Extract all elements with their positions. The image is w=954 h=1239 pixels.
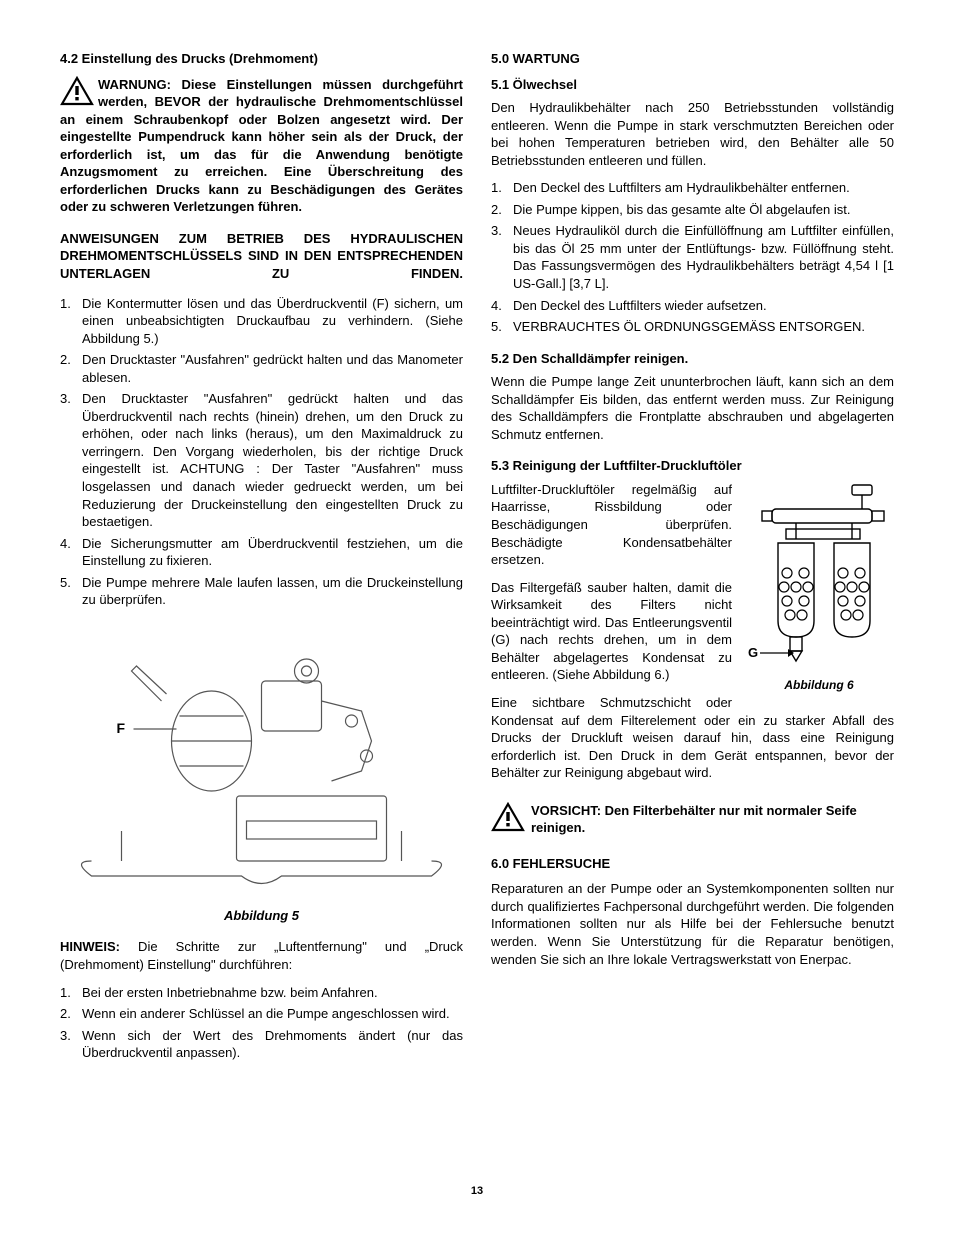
list-item: 5.Die Pumpe mehrere Male laufen lassen, … xyxy=(60,574,463,609)
section-4-2-title: 4.2 Einstellung des Drucks (Drehmoment) xyxy=(60,50,463,68)
list-item: 1.Die Kontermutter lösen und das Überdru… xyxy=(60,295,463,348)
section-6-0-para: Reparaturen an der Pumpe oder an Systemk… xyxy=(491,880,894,968)
pressure-steps-list: 1.Die Kontermutter lösen und das Überdru… xyxy=(60,295,463,609)
list-item: 1.Den Deckel des Luftfilters am Hydrauli… xyxy=(491,179,894,197)
warning-text: WARNUNG: Diese Einstellungen müssen durc… xyxy=(60,77,463,215)
section-5-3-title: 5.3 Reinigung der Luftfilter-Druckluftöl… xyxy=(491,457,894,475)
section-5-0-title: 5.0 WARTUNG xyxy=(491,50,894,68)
section-5-2-title: 5.2 Den Schalldämpfer reinigen. xyxy=(491,350,894,368)
right-column: 5.0 WARTUNG 5.1 Ölwechsel Den Hydraulikb… xyxy=(491,50,894,1074)
figure-5-caption: Abbildung 5 xyxy=(60,907,463,925)
figure-6-wrap: G Abbildung 6 xyxy=(744,481,894,693)
list-item: 3.Wenn sich der Wert des Drehmoments änd… xyxy=(60,1027,463,1062)
vorsicht-block: VORSICHT: Den Filterbehälter nur mit nor… xyxy=(491,802,894,837)
section-5-3-para3: Eine sichtbare Schmutzschicht oder Konde… xyxy=(491,694,894,782)
hinweis-text: Die Schritte zur „Luftentfernung" und „D… xyxy=(60,939,463,972)
figure-5-label-f: F xyxy=(117,720,126,736)
section-6-0-title: 6.0 FEHLERSUCHE xyxy=(491,855,894,873)
list-item: 5.VERBRAUCHTES ÖL ORDNUNGSGEMÄSS ENTSORG… xyxy=(491,318,894,336)
figure-6-caption: Abbildung 6 xyxy=(744,677,894,693)
oil-change-steps-list: 1.Den Deckel des Luftfilters am Hydrauli… xyxy=(491,179,894,335)
warning-icon xyxy=(60,76,94,106)
figure-6-label-g: G xyxy=(748,645,758,660)
hinweis-label: HINWEIS: xyxy=(60,939,120,954)
list-item: 1.Bei der ersten Inbetriebnahme bzw. bei… xyxy=(60,984,463,1002)
hinweis-paragraph: HINWEIS: Die Schritte zur „Luftentfernun… xyxy=(60,938,463,973)
vorsicht-text: VORSICHT: Den Filterbehälter nur mit nor… xyxy=(531,803,857,836)
list-item: 4.Die Sicherungsmutter am Überdruckventi… xyxy=(60,535,463,570)
warning-block: WARNUNG: Diese Einstellungen müssen durc… xyxy=(60,76,463,216)
list-item: 4.Den Deckel des Luftfilters wieder aufs… xyxy=(491,297,894,315)
page-number: 13 xyxy=(60,1184,894,1199)
section-5-1-para: Den Hydraulikbehälter nach 250 Betriebss… xyxy=(491,99,894,169)
hinweis-steps-list: 1.Bei der ersten Inbetriebnahme bzw. bei… xyxy=(60,984,463,1062)
list-item: 2.Den Drucktaster "Ausfahren" gedrückt h… xyxy=(60,351,463,386)
section-5-1-title: 5.1 Ölwechsel xyxy=(491,76,894,94)
figure-5: F xyxy=(60,621,463,901)
instruction-heading: ANWEISUNGEN ZUM BETRIEB DES HYDRAULISCHE… xyxy=(60,230,463,283)
list-item: 3.Neues Hydrauliköl durch die Einfüllöff… xyxy=(491,222,894,292)
list-item: 3.Den Drucktaster "Ausfahren" gedrückt h… xyxy=(60,390,463,530)
figure-6: G xyxy=(744,481,894,671)
left-column: 4.2 Einstellung des Drucks (Drehmoment) … xyxy=(60,50,463,1074)
section-5-3-body: G Abbildung 6 Luftfilter-Druckluftöler r… xyxy=(491,481,894,792)
page-content: 4.2 Einstellung des Drucks (Drehmoment) … xyxy=(60,50,894,1074)
list-item: 2.Wenn ein anderer Schlüssel an die Pump… xyxy=(60,1005,463,1023)
section-5-2-para: Wenn die Pumpe lange Zeit ununterbrochen… xyxy=(491,373,894,443)
warning-icon xyxy=(491,802,525,832)
list-item: 2.Die Pumpe kippen, bis das gesamte alte… xyxy=(491,201,894,219)
